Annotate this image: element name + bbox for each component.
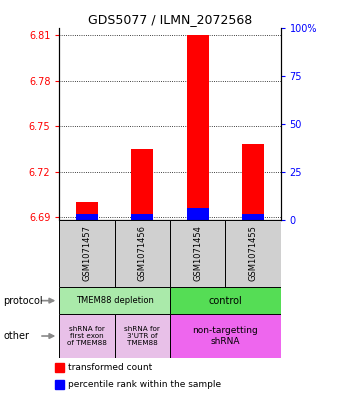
Bar xyxy=(59,220,115,287)
Bar xyxy=(59,314,115,358)
Bar xyxy=(225,220,280,287)
Bar xyxy=(187,208,209,220)
Bar xyxy=(76,214,98,220)
Text: transformed count: transformed count xyxy=(68,363,152,372)
Text: GSM1071457: GSM1071457 xyxy=(83,226,91,281)
Bar xyxy=(131,149,153,220)
Text: control: control xyxy=(208,296,242,306)
Bar xyxy=(187,35,209,220)
Bar xyxy=(170,220,225,287)
Text: GSM1071456: GSM1071456 xyxy=(138,226,147,281)
Text: other: other xyxy=(3,331,29,341)
Bar xyxy=(242,144,264,220)
Text: GSM1071454: GSM1071454 xyxy=(193,226,202,281)
Bar xyxy=(115,314,170,358)
Text: TMEM88 depletion: TMEM88 depletion xyxy=(76,296,154,305)
Bar xyxy=(59,287,170,314)
Bar xyxy=(115,220,170,287)
Bar xyxy=(170,287,280,314)
Bar xyxy=(55,380,65,389)
Title: GDS5077 / ILMN_2072568: GDS5077 / ILMN_2072568 xyxy=(88,13,252,26)
Text: shRNA for
3'UTR of
TMEM88: shRNA for 3'UTR of TMEM88 xyxy=(124,326,160,346)
Text: shRNA for
first exon
of TMEM88: shRNA for first exon of TMEM88 xyxy=(67,326,107,346)
Text: protocol: protocol xyxy=(3,296,43,306)
Bar xyxy=(242,214,264,220)
Bar xyxy=(55,363,65,373)
Bar xyxy=(170,314,280,358)
Text: non-targetting
shRNA: non-targetting shRNA xyxy=(192,326,258,346)
Bar xyxy=(131,214,153,220)
Text: GSM1071455: GSM1071455 xyxy=(249,226,257,281)
Text: percentile rank within the sample: percentile rank within the sample xyxy=(68,380,221,389)
Bar xyxy=(76,202,98,220)
